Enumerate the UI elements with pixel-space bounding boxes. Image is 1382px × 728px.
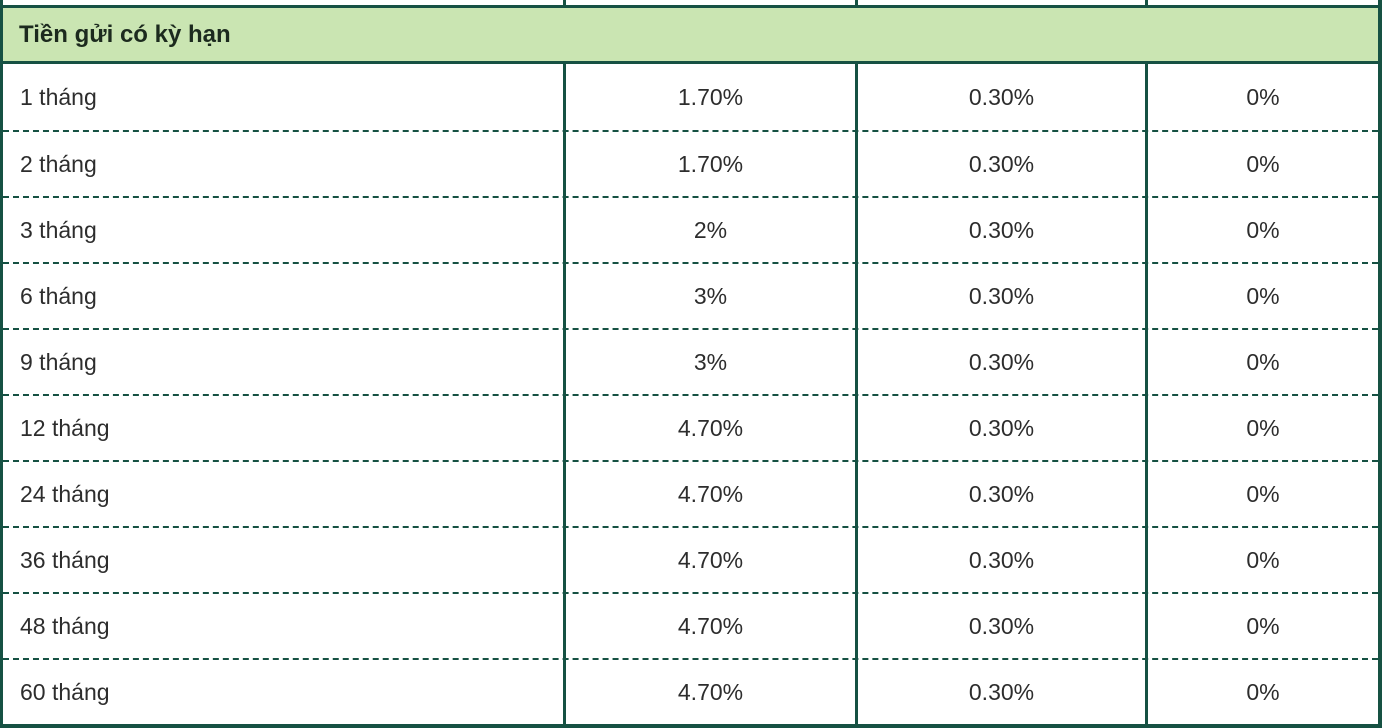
rate-cell: 4.70% xyxy=(566,528,858,592)
rate-cell: 0.30% xyxy=(858,264,1148,328)
rate-cell: 0% xyxy=(1246,348,1280,375)
section-header: Tiền gửi có kỳ hạn xyxy=(3,5,1378,64)
rate-cell: 0% xyxy=(1246,216,1280,243)
term-cell: 1 tháng xyxy=(3,64,566,130)
rate-cell: 0.30% xyxy=(858,594,1148,658)
rate-cell: 3% xyxy=(566,330,858,394)
rate-cell: 4.70% xyxy=(566,594,858,658)
rate-cell: 0% xyxy=(1246,414,1280,441)
term-cell: 6 tháng xyxy=(3,264,566,328)
previous-row-fragment-cell xyxy=(3,0,566,5)
rate-cell: 4.70% xyxy=(566,660,858,724)
rate-cell: 0.30% xyxy=(858,396,1148,460)
term-cell: 60 tháng xyxy=(3,660,566,724)
term-cell: 2 tháng xyxy=(3,132,566,196)
previous-row-fragment-cell xyxy=(566,0,858,5)
rate-cell: 3% xyxy=(566,264,858,328)
rate-cell: 0.30% xyxy=(858,64,1148,130)
rate-cell: 0.30% xyxy=(858,660,1148,724)
rate-cell: 0.30% xyxy=(858,462,1148,526)
rate-cell: 0% xyxy=(1246,480,1280,507)
table-row: 48 tháng 4.70% 0.30% 0% xyxy=(3,592,1378,658)
term-cell: 9 tháng xyxy=(3,330,566,394)
rate-cell: 0.30% xyxy=(858,132,1148,196)
term-cell: 12 tháng xyxy=(3,396,566,460)
rate-cell: 0% xyxy=(1246,546,1280,573)
table-row: 36 tháng 4.70% 0.30% 0% xyxy=(3,526,1378,592)
rate-cell: 0.30% xyxy=(858,330,1148,394)
rate-cell: 1.70% xyxy=(566,64,858,130)
rate-cell: 0.30% xyxy=(858,198,1148,262)
table-row: 1 tháng 1.70% 0.30% 0% xyxy=(3,64,1378,130)
previous-row-fragment xyxy=(3,0,1378,5)
rate-cell: 0% xyxy=(1246,678,1280,705)
term-cell: 36 tháng xyxy=(3,528,566,592)
term-cell: 3 tháng xyxy=(3,198,566,262)
rate-cell: 0.30% xyxy=(858,528,1148,592)
rate-cell: 4.70% xyxy=(566,396,858,460)
table-row: 6 tháng 3% 0.30% 0% xyxy=(3,262,1378,328)
table-row: 12 tháng 4.70% 0.30% 0% xyxy=(3,394,1378,460)
section-header-title: Tiền gửi có kỳ hạn xyxy=(19,20,231,48)
rate-cell: 1.70% xyxy=(566,132,858,196)
table-row: 9 tháng 3% 0.30% 0% xyxy=(3,328,1378,394)
rate-cell: 0% xyxy=(1246,150,1280,177)
table-row: 24 tháng 4.70% 0.30% 0% xyxy=(3,460,1378,526)
table-body: 1 tháng 1.70% 0.30% 0% 2 tháng 1.70% 0.30% 0% 3 … xyxy=(3,64,1378,724)
rate-cell: 0% xyxy=(1246,282,1280,309)
rate-cell: 0% xyxy=(1246,612,1280,639)
term-cell: 48 tháng xyxy=(3,594,566,658)
previous-row-fragment-cell xyxy=(858,0,1148,5)
table-row: 2 tháng 1.70% 0.30% 0% xyxy=(3,130,1378,196)
rate-cell: 2% xyxy=(566,198,858,262)
rate-cell: 4.70% xyxy=(566,462,858,526)
table-row: 3 tháng 2% 0.30% 0% xyxy=(3,196,1378,262)
rate-cell: 0% xyxy=(1246,83,1280,110)
term-cell: 24 tháng xyxy=(3,462,566,526)
table-row: 60 tháng 4.70% 0.30% 0% xyxy=(3,658,1378,724)
previous-row-fragment-cell xyxy=(1148,0,1378,5)
